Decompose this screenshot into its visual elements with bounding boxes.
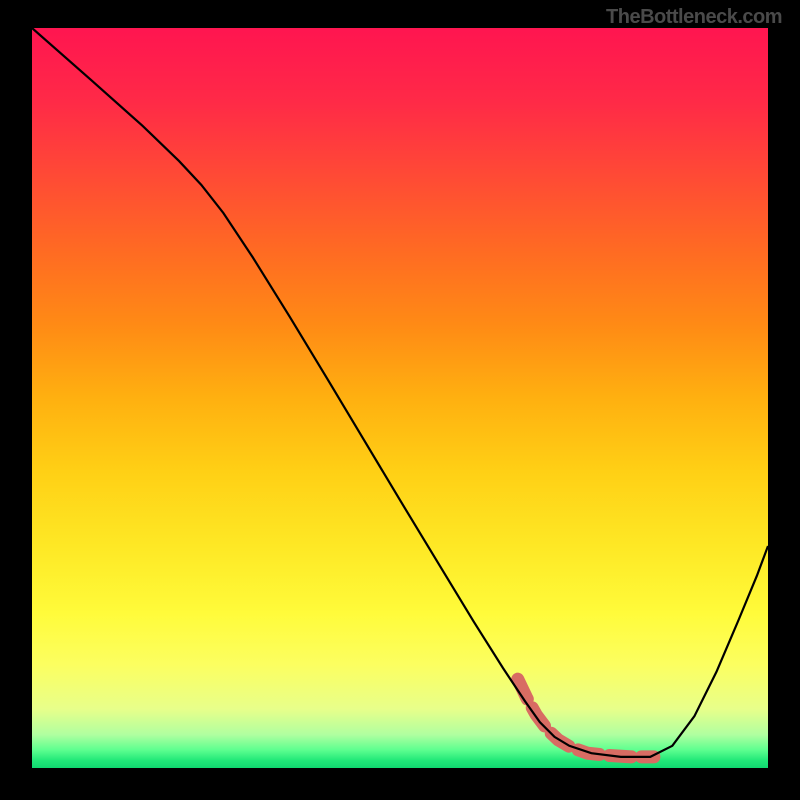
watermark-text: TheBottleneck.com [606, 6, 782, 29]
chart-plot-area [32, 28, 768, 768]
main-curve [32, 28, 768, 757]
chart-svg-overlay [32, 28, 768, 768]
